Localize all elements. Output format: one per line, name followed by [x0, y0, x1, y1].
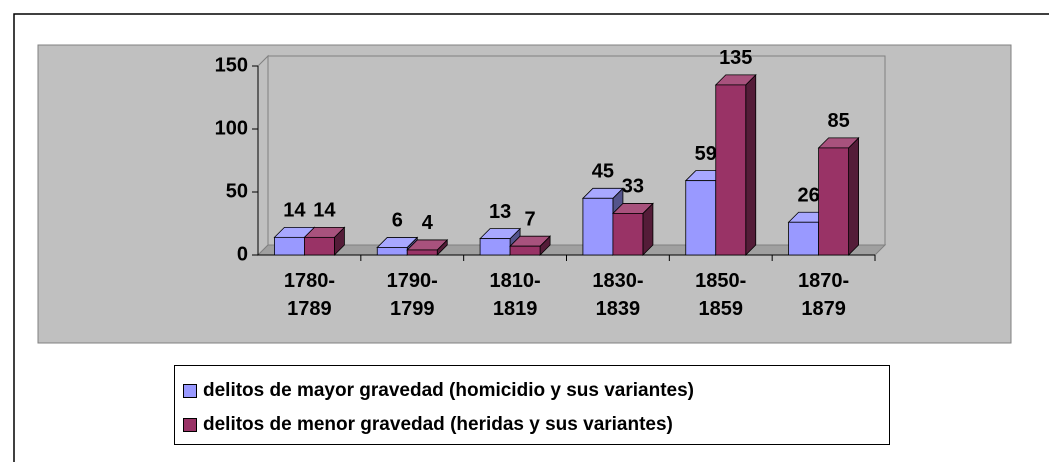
data-label: 6: [392, 210, 403, 232]
y-tick-label: 0: [237, 243, 248, 265]
data-label: 33: [622, 176, 644, 198]
x-tick-label: 1790-1799: [386, 270, 438, 320]
legend-label: delitos de menor gravedad (heridas y sus…: [203, 414, 673, 435]
data-label: 135: [719, 47, 752, 69]
x-tick-label: 1870-1879: [798, 270, 850, 320]
x-tick-label: 1850-1859: [695, 270, 747, 320]
y-tick-label: 100: [215, 117, 248, 139]
bar-side: [848, 136, 859, 256]
data-label: 14: [313, 200, 336, 222]
bar: [582, 197, 614, 256]
x-tick-label: 1810-1819: [489, 270, 541, 320]
data-label: 7: [525, 208, 536, 230]
x-tick-label: 1780-1789: [283, 270, 335, 320]
bar: [304, 236, 335, 256]
data-label: 85: [827, 110, 849, 132]
side-wall: [257, 54, 269, 257]
bar: [274, 236, 305, 256]
data-label: 45: [592, 161, 614, 183]
x-tick-label: 1830-1839: [592, 270, 644, 320]
bar: [406, 249, 438, 256]
legend-label: delitos de mayor gravedad (homicidio y s…: [203, 380, 694, 401]
legend-item: delitos de mayor gravedad (homicidio y s…: [183, 374, 889, 408]
legend: delitos de mayor gravedad (homicidio y s…: [174, 365, 890, 445]
legend-item: delitos de menor gravedad (heridas y sus…: [183, 408, 889, 442]
data-label: 13: [489, 201, 511, 223]
legend-swatch: [183, 384, 197, 398]
bar: [818, 147, 849, 256]
y-tick-label: 50: [226, 180, 248, 202]
bar: [376, 247, 408, 256]
bar: [685, 180, 717, 256]
bar: [509, 245, 541, 256]
legend-swatch: [183, 418, 197, 432]
data-label: 59: [695, 143, 717, 165]
data-label: 14: [283, 200, 306, 222]
back-wall: [267, 55, 886, 246]
chart-border: [13, 13, 1049, 462]
bar-side: [745, 73, 757, 256]
bar: [788, 221, 819, 256]
bar: [612, 213, 644, 256]
y-tick-label: 150: [215, 54, 248, 76]
data-label: 26: [797, 185, 819, 207]
bar: [479, 238, 511, 256]
data-label: 4: [422, 212, 434, 234]
bar: [715, 84, 747, 256]
